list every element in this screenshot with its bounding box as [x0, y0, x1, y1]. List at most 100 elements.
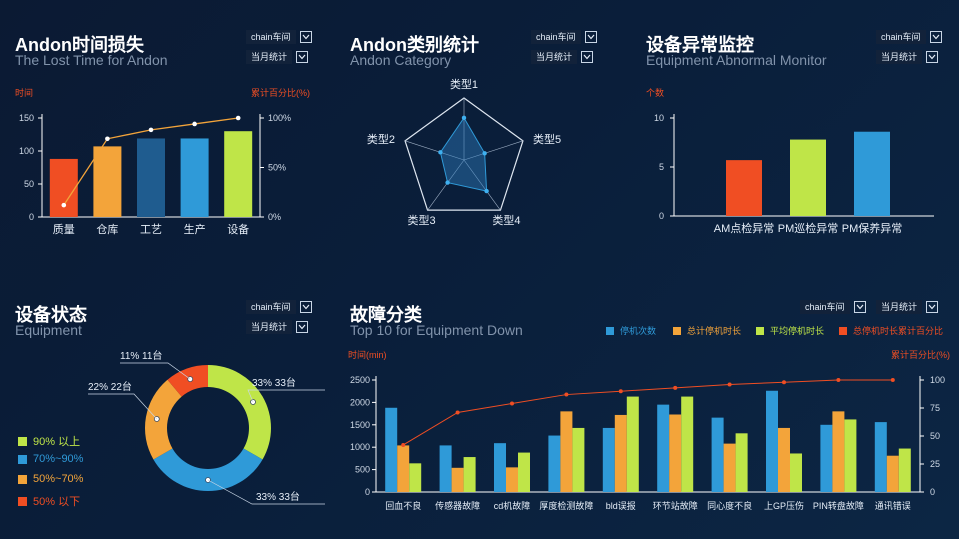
legend-item: 总停机时长累计百分比: [839, 324, 943, 337]
bar: [451, 467, 464, 492]
chevron-down-icon[interactable]: [926, 301, 939, 313]
status-donut-chart: 33% 33台 33% 33台 22% 22台 11% 11台: [88, 349, 325, 505]
x-tick-label: 上GP压伤: [764, 500, 804, 511]
line-point: [455, 410, 460, 415]
chevron-down-icon[interactable]: [299, 301, 312, 313]
radar-axis-label: 类型4: [492, 213, 520, 227]
bar: [886, 455, 899, 492]
x-tick-label: cd机故障: [494, 500, 531, 511]
y-tick-label: 2000: [350, 397, 370, 407]
legend-item: 70%~90%: [18, 453, 83, 465]
donut-slice: [167, 365, 208, 397]
line-point: [192, 121, 197, 127]
period-select[interactable]: 当月统计: [246, 320, 309, 334]
radar-axis-label: 类型5: [533, 132, 561, 146]
slice-label: 33% 33台: [252, 376, 296, 389]
legend-swatch: [18, 474, 27, 484]
panel-title: 故障分类: [350, 305, 422, 325]
radar-axis-label: 类型3: [407, 213, 435, 227]
bar: [626, 396, 639, 492]
workshop-select-value: chain车间: [876, 30, 926, 44]
legend-label: 总停机时长累计百分比: [853, 326, 944, 336]
legend-item: 停机次数: [606, 324, 656, 337]
workshop-select[interactable]: chain车间: [800, 300, 866, 314]
workshop-select[interactable]: chain车间: [246, 30, 312, 44]
chevron-down-icon[interactable]: [581, 51, 594, 63]
legend-swatch: [839, 326, 847, 335]
x-tick-label: 传感器故障: [435, 500, 480, 511]
chevron-down-icon[interactable]: [584, 31, 597, 43]
chevron-down-icon[interactable]: [853, 301, 866, 313]
y2-tick-label: 25: [930, 459, 940, 469]
legend-label: 90% 以上: [33, 436, 81, 448]
period-select[interactable]: 当月统计: [246, 50, 309, 64]
y-tick-label: 500: [355, 465, 370, 475]
legend-swatch: [18, 436, 27, 446]
panel-subtitle: Equipment: [15, 322, 82, 338]
chevron-down-icon[interactable]: [296, 51, 309, 63]
bar: [874, 422, 887, 492]
legend-label: 总计停机时长: [687, 326, 742, 336]
y2-tick-label: 50: [930, 431, 940, 441]
legend-label: 50%~70%: [33, 473, 84, 485]
bar: [778, 427, 790, 492]
legend-swatch: [606, 326, 614, 335]
legend-label: 平均停机时长: [770, 326, 825, 336]
period-select-value: 当月统计: [876, 300, 923, 314]
y-tick-label: 100: [19, 146, 34, 156]
y2-tick-label: 0%: [268, 212, 281, 222]
radar-spoke: [463, 159, 501, 211]
line-point: [105, 136, 110, 142]
line-point: [235, 115, 241, 121]
chevron-down-icon[interactable]: [296, 321, 309, 333]
workshop-select-value: chain车间: [531, 30, 581, 44]
period-select-value: 当月统计: [246, 50, 293, 64]
radar-area: [439, 116, 488, 192]
radar-point: [484, 188, 489, 194]
bar: [614, 414, 627, 492]
x-tick-label: 通讯错误: [875, 500, 911, 511]
bar: [726, 160, 762, 216]
chevron-down-icon[interactable]: [926, 51, 939, 63]
bar: [669, 414, 682, 492]
x-tick-label: PIN转盘故障: [813, 500, 864, 511]
y-tick-label: 150: [19, 113, 34, 123]
period-select[interactable]: 当月统计: [531, 50, 594, 64]
y2-axis-label: 累计百分比(%): [251, 87, 310, 98]
donut-slice: [208, 365, 271, 460]
bar: [854, 131, 890, 216]
workshop-select[interactable]: chain车间: [876, 30, 942, 44]
y2-tick-label: 100: [930, 375, 945, 385]
period-select[interactable]: 当月统计: [876, 300, 939, 314]
line-point: [61, 202, 67, 208]
panel-subtitle: Top 10 for Equipment Down: [350, 322, 523, 338]
legend-item: 50% 以下: [18, 493, 80, 509]
x-tick-label: 生产: [184, 222, 206, 236]
abnormal-chart: 个数 0 5 10 AM点检异常 PM巡检异常 PM保养异常: [646, 87, 934, 235]
bar: [385, 407, 398, 492]
bar: [723, 443, 736, 492]
x-tick-label: AM点检异常: [714, 221, 775, 235]
x-tick-label: 厚度检测故障: [539, 500, 593, 511]
chevron-down-icon[interactable]: [929, 31, 942, 43]
x-tick-label: 同心度不良: [707, 500, 752, 511]
bar: [602, 427, 615, 492]
workshop-select[interactable]: chain车间: [246, 300, 312, 314]
y2-axis-label: 累计百分比(%): [891, 349, 950, 360]
legend-swatch: [673, 326, 681, 335]
legend-label: 停机次数: [620, 326, 657, 336]
y-axis-label: 时间: [15, 87, 33, 98]
y-tick-label: 1000: [350, 442, 370, 452]
chevron-down-icon[interactable]: [299, 31, 312, 43]
slice-leader-line: [247, 389, 325, 403]
y-tick-label: 0: [659, 211, 664, 221]
cumulative-line: [402, 379, 893, 446]
workshop-select[interactable]: chain车间: [531, 30, 597, 44]
panel-title: 设备状态: [15, 305, 87, 325]
bar: [832, 411, 845, 492]
bar: [790, 139, 826, 216]
legend-item: 平均停机时长: [756, 324, 824, 337]
legend-swatch: [756, 326, 764, 335]
bar: [518, 452, 530, 492]
period-select[interactable]: 当月统计: [876, 50, 939, 64]
